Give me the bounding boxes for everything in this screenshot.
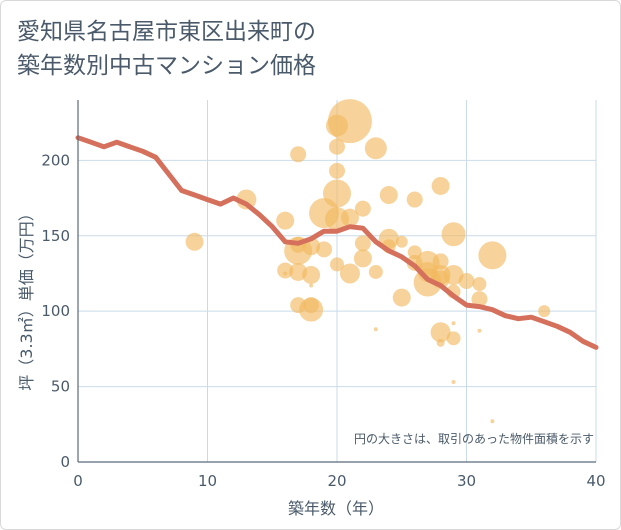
bubble-point [373, 327, 378, 332]
bubble-point [283, 271, 288, 276]
bubble-point [436, 338, 445, 347]
x-tick-label: 30 [457, 472, 476, 490]
bubble-point [277, 262, 294, 279]
bubble-point [340, 208, 359, 227]
bubble-point [441, 222, 466, 247]
bubble-point [392, 288, 411, 307]
bubble-point [406, 191, 423, 208]
bubble-point [316, 241, 333, 258]
bubble-point [329, 138, 345, 155]
bubble-point [538, 305, 551, 318]
bubble-point [368, 264, 383, 279]
bubble-point [236, 189, 257, 210]
x-tick-label: 10 [198, 472, 217, 490]
bubble-point [276, 211, 295, 230]
bubble-point [472, 277, 487, 292]
bubble-point [451, 380, 456, 385]
x-axis-title: 築年数（年） [288, 499, 384, 518]
bubble-point [330, 257, 344, 272]
size-legend-note: 円の大きさは、取引のあった物件面積を示す [354, 431, 594, 446]
bubble-point [185, 232, 204, 251]
y-axis-title: 坪（3.3㎡）単価（万円） [17, 205, 36, 390]
bubble-point [379, 186, 398, 205]
bubble-point [302, 265, 321, 284]
bubble-point [395, 235, 408, 248]
x-tick-label: 20 [327, 472, 346, 490]
bubble-point [478, 241, 507, 270]
bubble-point [430, 322, 451, 343]
trend-line-series [75, 135, 599, 350]
bubble-point [309, 283, 314, 288]
bubble-point [471, 291, 488, 308]
bubble-point [432, 253, 449, 270]
x-tick-label: 0 [73, 472, 83, 490]
bubble-point [354, 200, 371, 217]
bubble-point [446, 331, 461, 346]
y-tick-label: 150 [41, 227, 70, 245]
y-tick-label: 0 [60, 453, 70, 471]
bubble-point [353, 249, 372, 268]
x-tick-label: 40 [586, 472, 605, 490]
y-tick-label: 50 [51, 378, 70, 396]
chart-title: 愛知県名古屋市東区出来町の 築年数別中古マンション価格 [17, 15, 316, 83]
bubble-point [303, 297, 320, 314]
bubble-series [185, 99, 551, 424]
bubble-point [354, 235, 371, 252]
trend-line [75, 135, 599, 350]
bubble-point [431, 176, 450, 195]
bubble-point [477, 328, 482, 333]
axes: 0 10 20 30 40 0 50 100 150 200 [41, 100, 606, 490]
bubble-point [339, 263, 360, 284]
y-tick-label: 200 [41, 151, 70, 169]
bubble-point [329, 162, 345, 179]
bubble-point [326, 114, 348, 137]
chart-title-line1: 愛知県名古屋市東区出来町の [17, 19, 316, 45]
bubble-point [490, 419, 495, 424]
bubble-point [451, 321, 456, 326]
bubble-point [458, 273, 475, 289]
chart-title-line2: 築年数別中古マンション価格 [17, 53, 316, 79]
bubble-point [290, 146, 307, 163]
y-tick-label: 100 [41, 302, 70, 320]
bubble-point [364, 137, 387, 160]
